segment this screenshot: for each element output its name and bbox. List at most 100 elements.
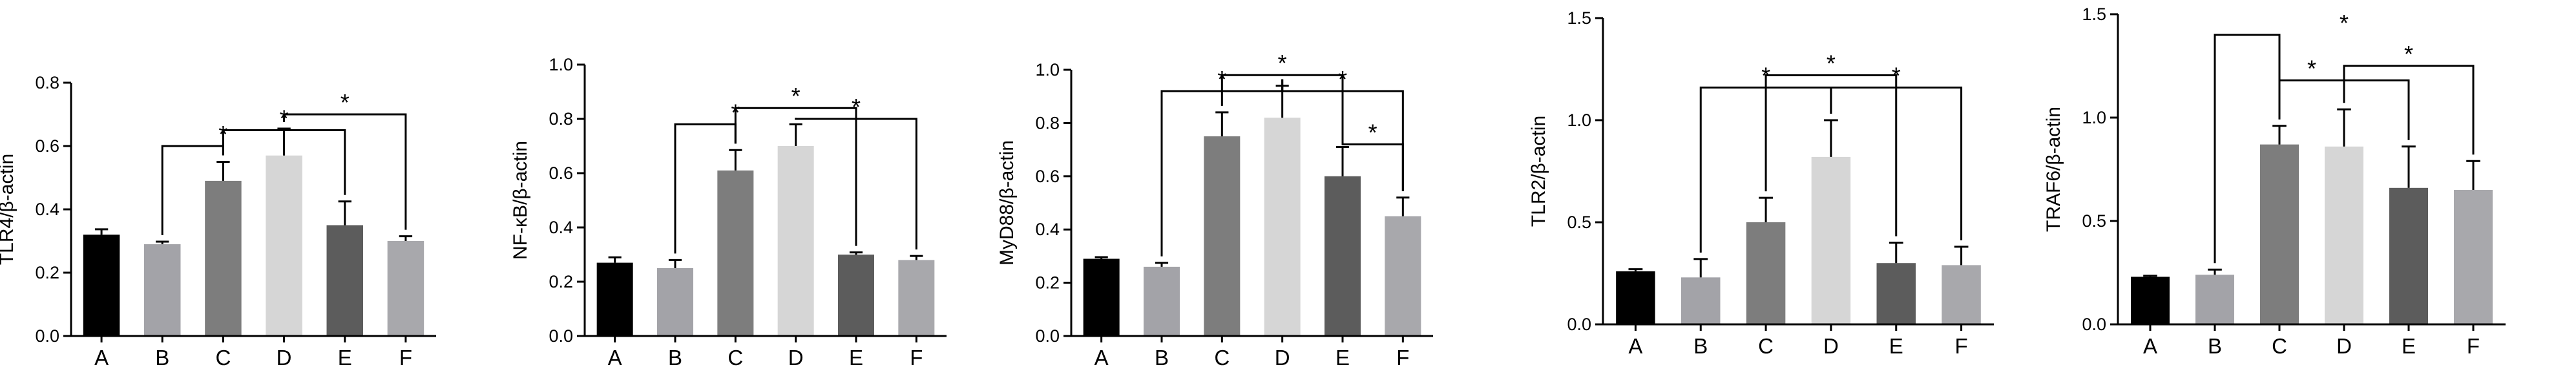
significance-bracket: [1830, 86, 1963, 240]
y-tick-label: 0.4: [35, 200, 59, 219]
significance-bracket: [1764, 74, 1898, 236]
bar-A: [83, 235, 120, 336]
significance-star: *: [2340, 10, 2349, 36]
significance-bracket: [795, 118, 917, 250]
bar-F: [898, 260, 935, 336]
significance-bracket: [2343, 65, 2475, 155]
y-tick-label: 1.0: [549, 55, 573, 74]
y-tick-label: 1.0: [1567, 110, 1591, 130]
bar-F: [2454, 190, 2493, 324]
y-tick-label: 0.8: [35, 73, 59, 92]
x-tick-label: B: [668, 346, 682, 367]
y-axis-title: MyD88/β-actin: [996, 140, 1018, 266]
x-tick-label: E: [1335, 346, 1350, 367]
y-tick-label: 0.0: [1567, 315, 1591, 334]
bar-D: [1264, 118, 1301, 336]
x-tick-label: E: [2402, 334, 2416, 358]
bar-A: [1616, 271, 1655, 324]
bar-F: [1942, 265, 1981, 324]
significance-star: *: [852, 94, 861, 120]
y-tick-label: 1.0: [2082, 108, 2106, 127]
y-tick-label: 0.2: [35, 263, 59, 282]
x-tick-label: A: [1628, 334, 1642, 358]
y-tick-label: 0.5: [2082, 211, 2106, 231]
bar-B: [2195, 275, 2234, 324]
bar-B: [144, 244, 181, 336]
y-tick-label: 0.0: [35, 326, 59, 346]
bar-E: [1876, 263, 1916, 324]
bar-A: [1083, 258, 1120, 336]
y-tick-label: 0.2: [549, 272, 573, 291]
y-axis-title: TLR2/β-actin: [1528, 116, 1549, 227]
y-tick-label: 0.5: [1567, 213, 1591, 232]
x-tick-label: B: [1155, 346, 1169, 367]
y-tick-label: 1.5: [2082, 5, 2106, 24]
y-axis-title: NF-κB/β-actin: [510, 141, 531, 260]
significance-star: *: [1278, 50, 1287, 76]
significance-star: *: [1338, 66, 1347, 92]
bar-E: [326, 225, 363, 336]
x-tick-label: F: [1396, 346, 1409, 367]
bar-C: [717, 170, 754, 336]
significance-bracket: [2214, 34, 2281, 264]
bar-F: [387, 241, 424, 336]
y-tick-label: 0.0: [1035, 326, 1060, 346]
significance-star: *: [1892, 62, 1901, 89]
y-axis-title: TLR4/β-actin: [0, 154, 17, 265]
significance-bracket: [734, 107, 857, 246]
x-tick-label: C: [728, 346, 743, 367]
significance-star: *: [2404, 41, 2413, 67]
x-tick-label: C: [1214, 346, 1230, 367]
significance-bracket: [1281, 79, 1404, 191]
bar-C: [2260, 144, 2299, 324]
x-tick-label: F: [910, 346, 923, 367]
y-tick-label: 0.0: [2082, 315, 2106, 334]
x-tick-label: A: [1094, 346, 1109, 367]
y-tick-label: 0.4: [549, 218, 573, 237]
x-tick-label: D: [788, 346, 804, 367]
bar-E: [1325, 176, 1361, 336]
chart-panel-2: 0.00.20.40.60.81.0A B C D E FNF-κB/β-actin** *: [510, 55, 947, 367]
y-tick-label: 0.6: [35, 136, 59, 156]
bar-E: [838, 255, 874, 336]
y-tick-label: 0.6: [549, 163, 573, 183]
y-tick-label: 0.0: [549, 326, 573, 346]
x-tick-label: A: [2143, 334, 2157, 358]
x-tick-label: E: [849, 346, 863, 367]
bar-E: [2389, 187, 2428, 324]
x-tick-label: C: [1758, 334, 1774, 358]
significance-star: *: [791, 83, 801, 109]
significance-star: *: [1827, 50, 1836, 76]
x-tick-label: F: [2467, 334, 2480, 358]
x-tick-label: C: [215, 346, 231, 367]
x-tick-label: E: [338, 346, 352, 367]
significance-star: *: [340, 89, 350, 116]
x-tick-label: A: [94, 346, 109, 367]
y-tick-label: 0.6: [1035, 167, 1060, 186]
y-tick-label: 0.2: [1035, 273, 1060, 293]
y-tick-label: 1.5: [1567, 8, 1591, 28]
bar-B: [657, 268, 693, 336]
chart-panel-3: 0.0 0.2 0.4 0.6 0.8 1.0 A B C D E F MyD88/β-actin * * *…: [996, 50, 1433, 367]
x-tick-label: F: [1954, 334, 1967, 358]
bar-A: [596, 262, 633, 336]
x-tick-label: C: [2272, 334, 2287, 358]
x-tick-label: B: [155, 346, 169, 367]
bar-C: [205, 180, 242, 336]
y-axis-title: TRAF6/β-actin: [2043, 107, 2064, 232]
y-tick-label: 0.8: [549, 109, 573, 129]
x-tick-label: A: [608, 346, 622, 367]
significance-bracket: [1341, 140, 1404, 191]
x-tick-label: D: [1823, 334, 1839, 358]
x-tick-label: E: [1889, 334, 1903, 358]
bar-C: [1746, 222, 1786, 324]
bar-B: [1681, 277, 1721, 324]
x-tick-label: B: [1693, 334, 1708, 358]
x-tick-label: D: [277, 346, 292, 367]
bar-D: [2325, 146, 2363, 325]
bar-C: [1204, 136, 1241, 336]
y-tick-label: 1.0: [1035, 60, 1060, 79]
